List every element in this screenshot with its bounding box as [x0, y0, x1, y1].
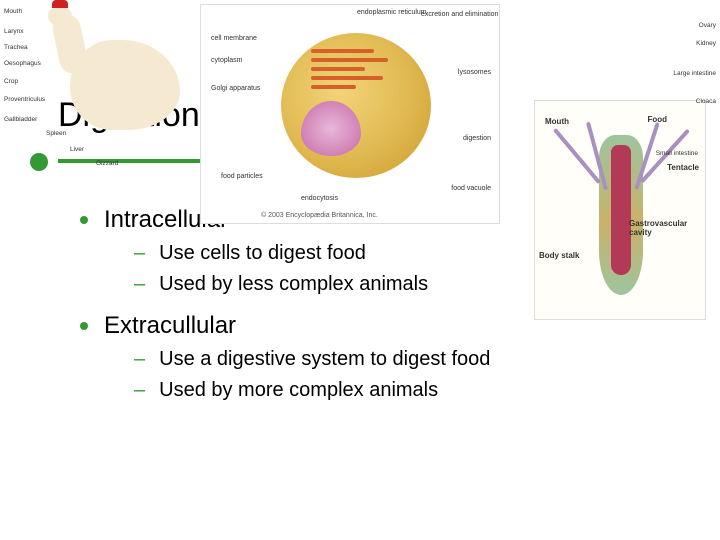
bullet-label: Extracullular: [104, 312, 236, 340]
label-body-stalk: Body stalk: [539, 251, 579, 260]
cell-copyright: © 2003 Encyclopædia Britannica, Inc.: [261, 212, 378, 219]
label-cytoplasm: cytoplasm: [211, 57, 243, 64]
cell-er-icon: [311, 49, 401, 104]
subbullet: – Used by more complex animals: [134, 379, 500, 402]
label-membrane: cell membrane: [211, 35, 257, 42]
dash-icon: –: [134, 242, 145, 265]
sublist-extracellular: – Use a digestive system to digest food …: [134, 348, 500, 402]
label-food: Food: [647, 115, 667, 124]
label-spleen: Spleen: [46, 130, 66, 137]
label-oesophagus: Oesophagus: [4, 60, 41, 67]
label-large-intestine: Large intestine: [673, 70, 716, 77]
label-gizzard: Gizzard: [96, 160, 118, 167]
label-larynx: Larynx: [4, 28, 24, 35]
dash-icon: –: [134, 348, 145, 371]
label-endocytosis: endocytosis: [301, 195, 338, 202]
label-gallbladder: Gallbladder: [4, 116, 37, 123]
label-gvc: Gastrovascular cavity: [629, 219, 701, 237]
dash-icon: –: [134, 379, 145, 402]
bullet-icon: [80, 216, 88, 224]
label-mouth: Mouth: [4, 8, 22, 15]
label-excretion: excretion and elimination: [421, 11, 491, 18]
label-small-intestine: Small intestine: [656, 150, 698, 157]
label-proventriculus: Proventriculus: [4, 96, 45, 103]
bullet-icon: [80, 322, 88, 330]
slide: Digestion Intracellular – Use cells to d…: [0, 0, 720, 540]
subbullet: – Used by less complex animals: [134, 273, 500, 296]
chicken-diagram: Mouth Larynx Trachea Oesophagus Crop Pro…: [0, 0, 200, 175]
dash-icon: –: [134, 273, 145, 296]
label-lysosomes: lysosomes: [458, 69, 491, 76]
subbullet-text: Used by more complex animals: [159, 379, 438, 402]
label-cloaca: Cloaca: [696, 98, 716, 105]
subbullet-text: Used by less complex animals: [159, 273, 428, 296]
underline-dot-icon: [30, 153, 48, 171]
label-ovary: Ovary: [699, 22, 716, 29]
hydra-diagram: Mouth Food Tentacle Body stalk Gastrovas…: [534, 100, 706, 320]
label-er: endoplasmic reticulum: [357, 9, 427, 16]
label-kidney: Kidney: [696, 40, 716, 47]
label-vacuole: food vacuole: [451, 185, 491, 192]
label-tentacle: Tentacle: [667, 163, 699, 172]
label-trachea: Trachea: [4, 44, 28, 51]
label-digestion: digestion: [463, 135, 491, 142]
chicken-head-icon: [48, 6, 72, 26]
sublist-intracellular: – Use cells to digest food – Used by les…: [134, 242, 500, 296]
bullet-extracellular: Extracullular: [80, 312, 500, 340]
label-crop: Crop: [4, 78, 18, 85]
subbullet: – Use a digestive system to digest food: [134, 348, 500, 371]
subbullet-text: Use cells to digest food: [159, 242, 366, 265]
label-golgi: Golgi apparatus: [211, 85, 260, 92]
label-mouth: Mouth: [545, 117, 569, 126]
subbullet-text: Use a digestive system to digest food: [159, 348, 490, 371]
hydra-gvc-icon: [611, 145, 631, 275]
label-food-particles: food particles: [221, 173, 263, 180]
chicken-comb-icon: [52, 0, 68, 8]
label-liver: Liver: [70, 146, 84, 153]
cell-diagram: endoplasmic reticulum cell membrane cyto…: [200, 4, 500, 224]
subbullet: – Use cells to digest food: [134, 242, 500, 265]
